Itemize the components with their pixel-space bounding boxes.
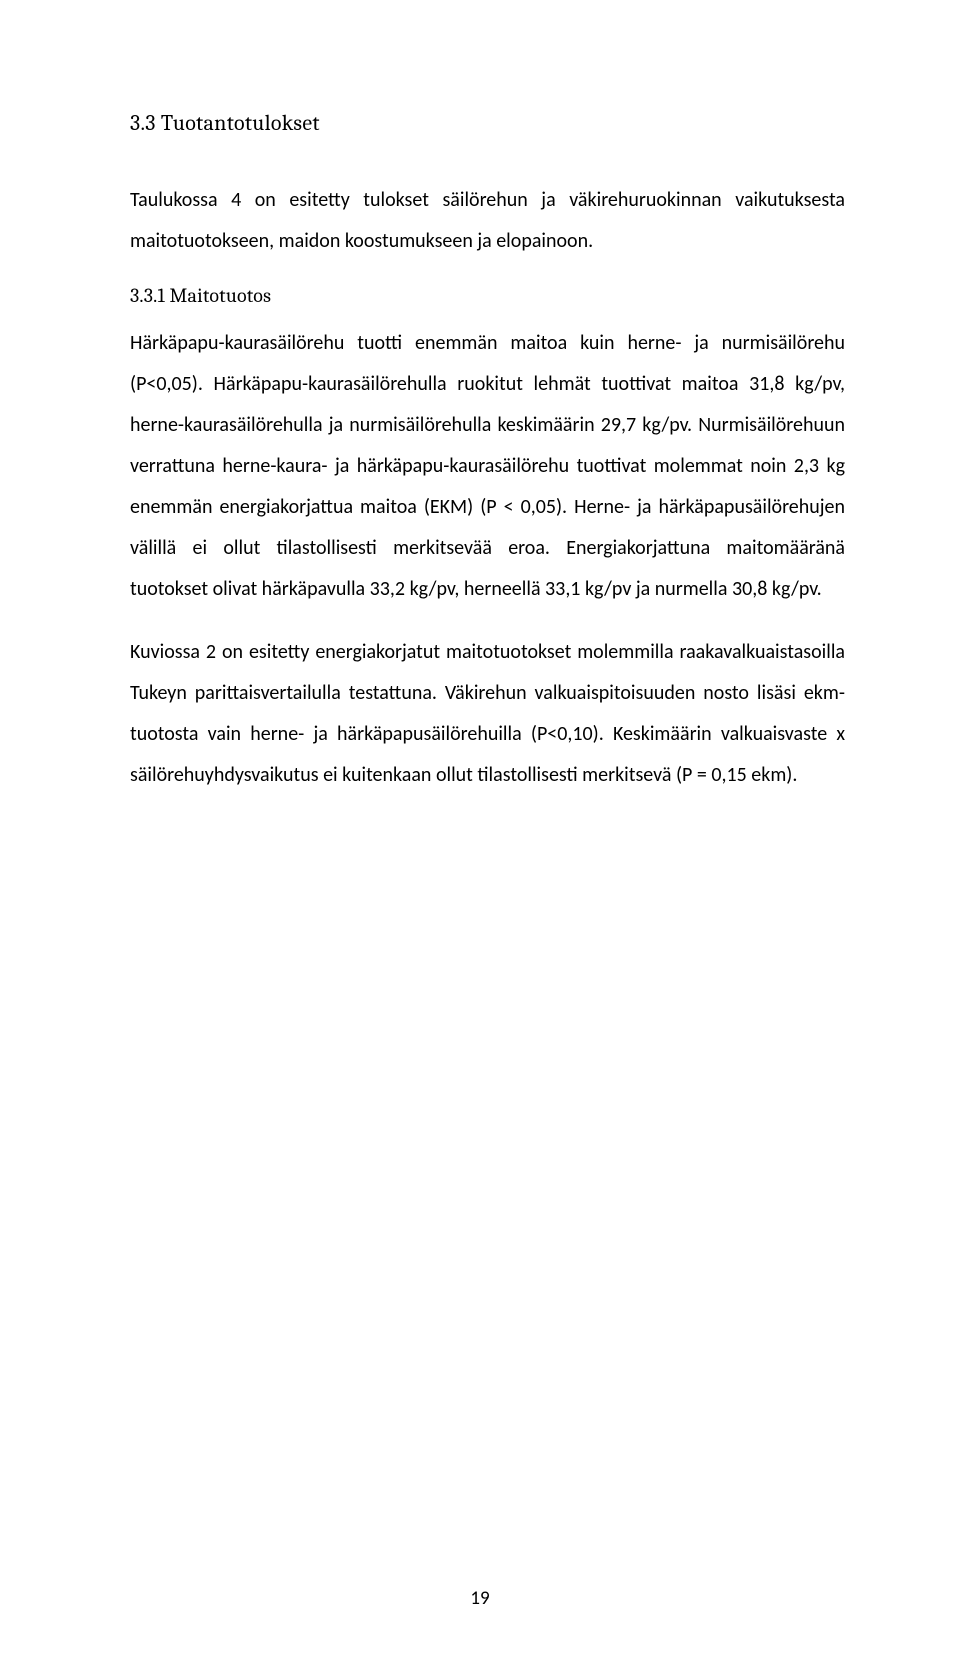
subsection-heading: 3.3.1 Maitotuotos [130,284,845,307]
paragraph-maitotuotos-1: Härkäpapu-kaurasäilörehu tuotti enemmän … [130,323,845,610]
paragraph-intro: Taulukossa 4 on esitetty tulokset säilör… [130,180,845,262]
section-heading: 3.3 Tuotantotulokset [130,110,845,136]
paragraph-maitotuotos-2: Kuviossa 2 on esitetty energiakorjatut m… [130,632,845,796]
document-page: 3.3 Tuotantotulokset Taulukossa 4 on esi… [0,0,960,1670]
page-number: 19 [0,1587,960,1610]
